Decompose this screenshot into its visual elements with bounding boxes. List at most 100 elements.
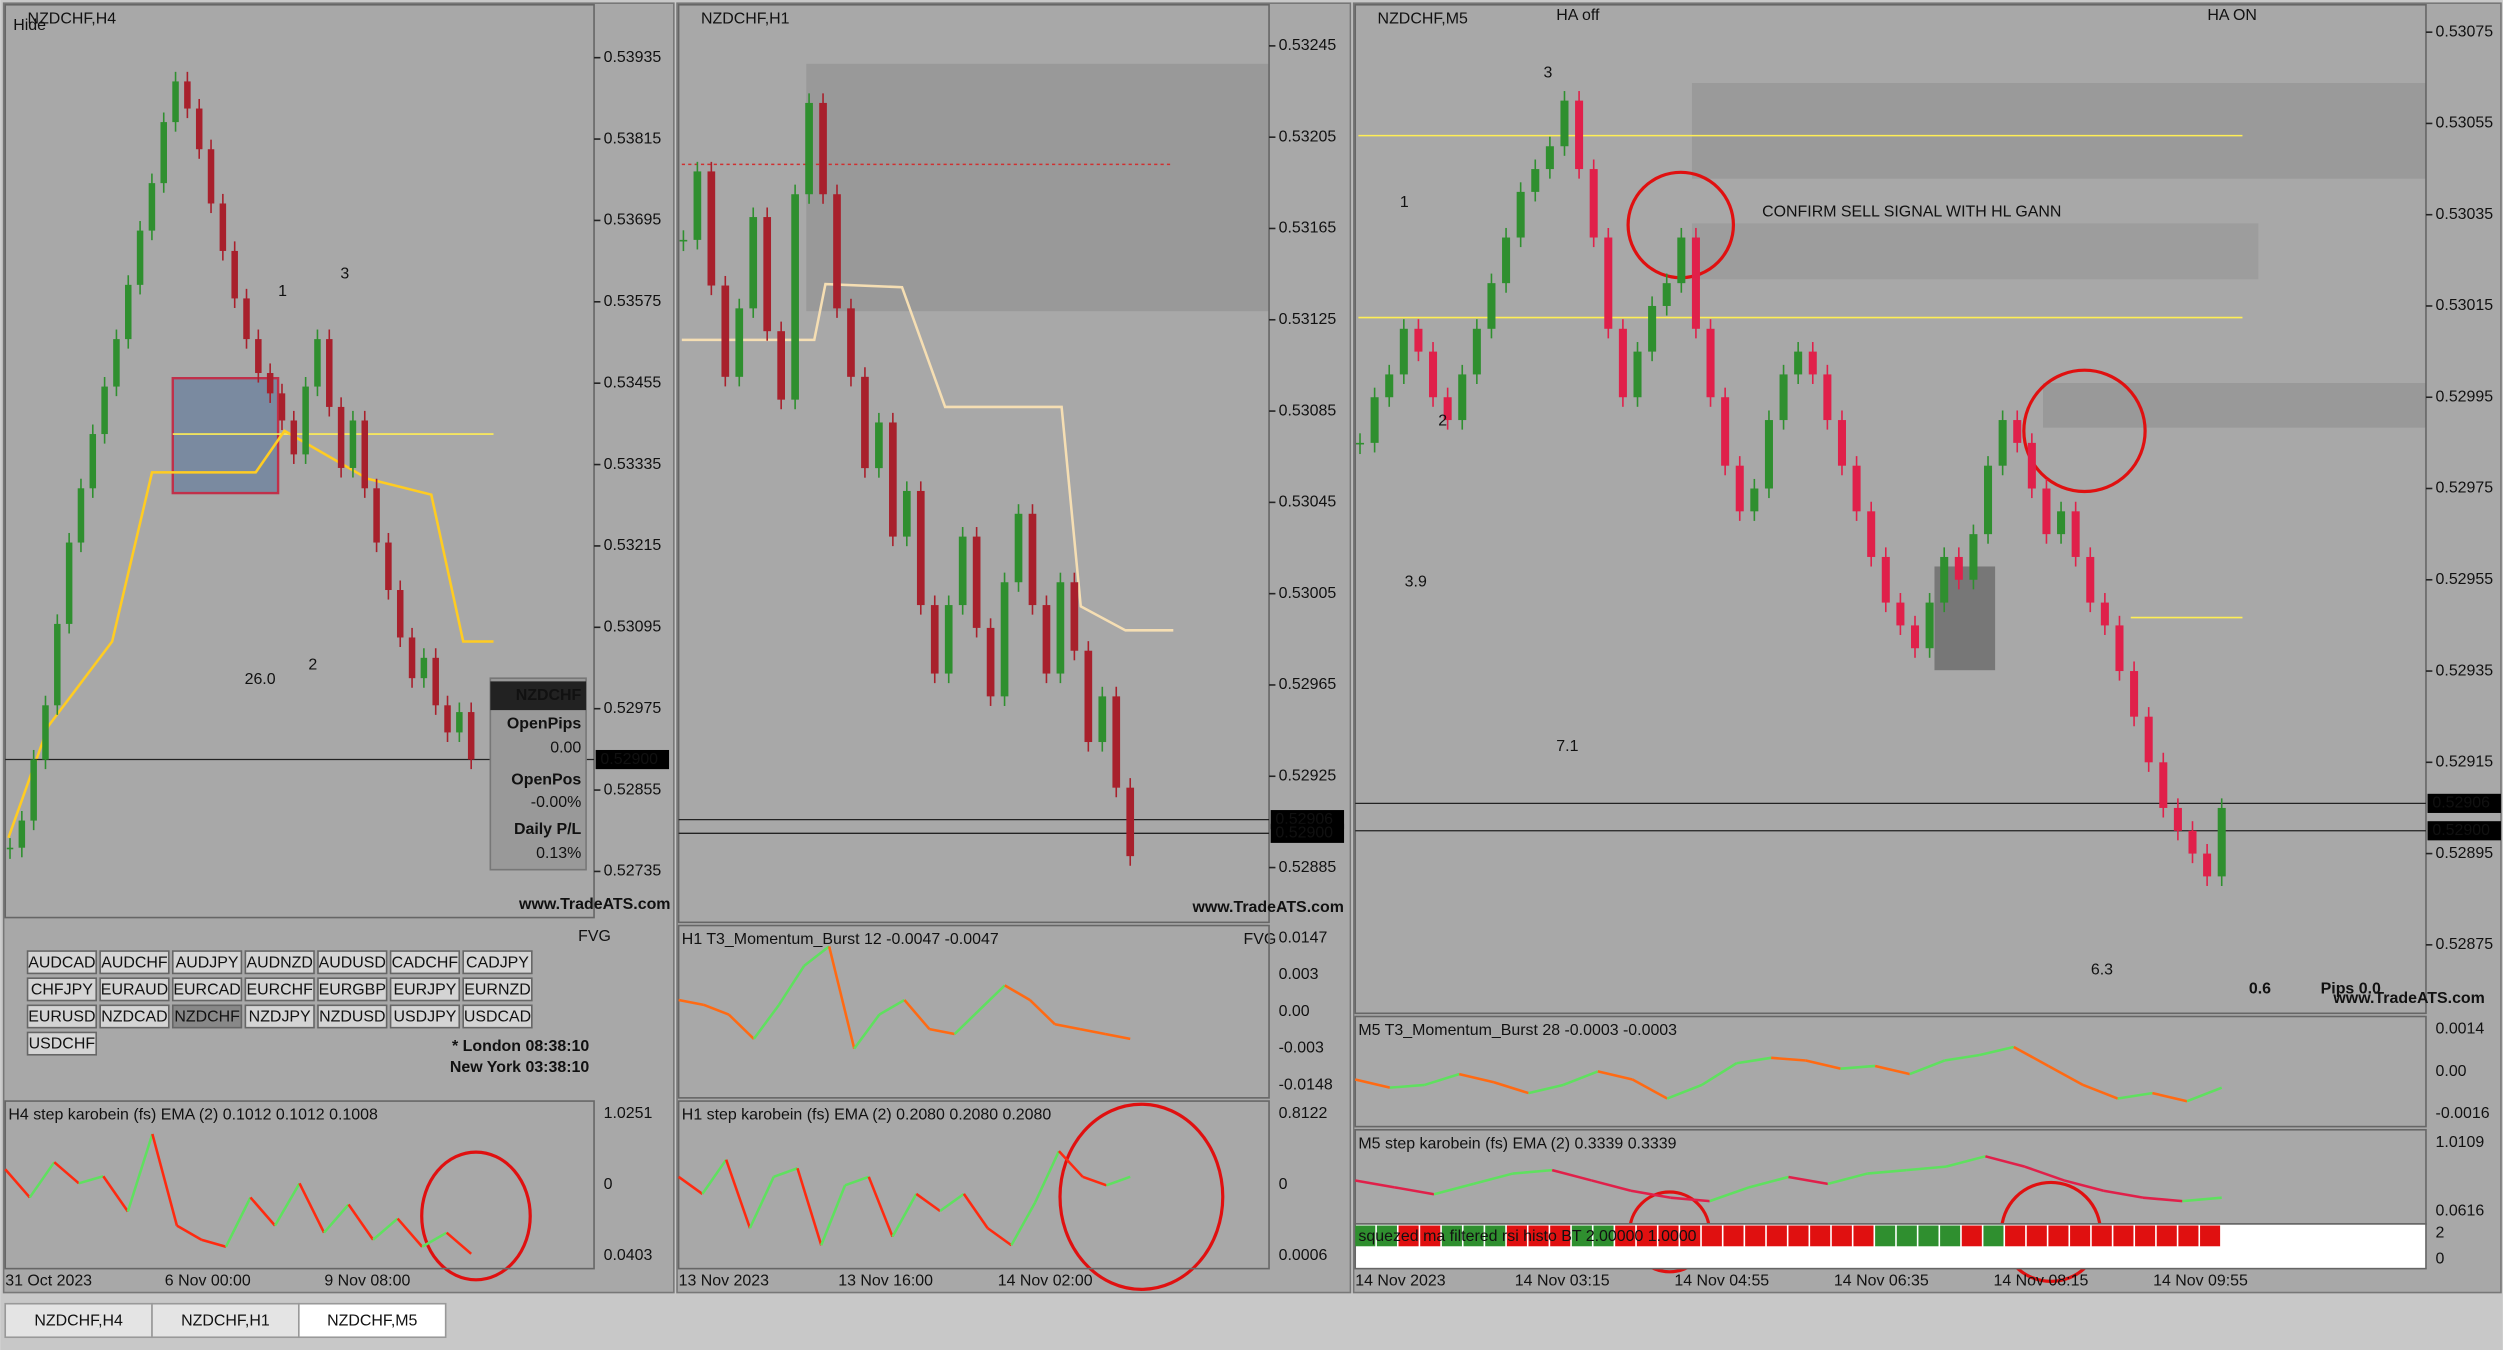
symbol-button-label[interactable]: CADJPY [466, 954, 529, 971]
symbol-button-label[interactable]: USDCAD [464, 1009, 531, 1026]
y-tick-label: 0.53005 [1279, 585, 1337, 602]
symbol-button-label[interactable]: AUDUSD [319, 954, 386, 971]
y-tick-label: 0.52975 [2436, 480, 2494, 497]
symbol-button[interactable] [244, 950, 315, 975]
symbol-button[interactable] [171, 950, 243, 975]
symbol-button[interactable] [389, 1004, 461, 1029]
symbol-button-label[interactable]: EURNZD [464, 981, 530, 998]
symbol-button-label[interactable]: CADCHF [392, 954, 459, 971]
symbol-button-label[interactable]: NZDJPY [249, 1009, 311, 1026]
y-tick-label: 0.52855 [604, 781, 662, 798]
indicator-segment [1591, 1179, 1632, 1193]
candle [125, 284, 132, 340]
symbol-button-label[interactable]: EURAUD [101, 981, 168, 998]
symbol-button-label[interactable]: CHFJPY [31, 981, 93, 998]
x-tick-label: 14 Nov 03:15 [1515, 1273, 1610, 1290]
symbol-button[interactable] [26, 1031, 97, 1056]
symbol-button[interactable] [99, 950, 170, 975]
symbol-button-label[interactable]: USDCHF [29, 1036, 96, 1053]
indicator-segment [752, 1004, 781, 1040]
window-tab-label[interactable]: NZDCHF,M5 [327, 1312, 417, 1329]
candle [1823, 374, 1832, 421]
symbol-button[interactable] [462, 950, 533, 975]
window-tab-label[interactable]: NZDCHF,H4 [34, 1312, 123, 1329]
symbol-button[interactable] [99, 1004, 170, 1029]
symbol-button[interactable] [389, 977, 461, 1002]
y-tick-label: 0.52925 [1279, 767, 1337, 784]
indicator-title: H4 step karobein (fs) EMA (2) 0.1012 0.1… [8, 1107, 378, 1124]
symbol-button[interactable] [462, 1004, 533, 1029]
symbol-button-label[interactable]: NZDUSD [319, 1009, 385, 1026]
histo-bar [2200, 1225, 2221, 1247]
y-tick-label: 0.53125 [1279, 311, 1337, 328]
symbol-button[interactable] [26, 977, 97, 1002]
symbol-button-label[interactable]: NZDCHF [174, 1009, 240, 1026]
chart-title: NZDCHF,H4 [28, 10, 117, 27]
indicator-segment [1551, 1168, 1592, 1182]
candle [1112, 696, 1121, 788]
window-tab[interactable] [298, 1302, 447, 1339]
symbol-button-label[interactable]: AUDJPY [176, 954, 239, 971]
candle [1735, 465, 1744, 512]
symbol-button-label[interactable]: EURCHF [246, 981, 313, 998]
candle [777, 331, 785, 400]
x-tick-label: 14 Nov 04:55 [1674, 1273, 1769, 1290]
symbol-button-label[interactable]: EURJPY [393, 981, 456, 998]
symbol-button[interactable] [244, 1004, 315, 1029]
symbol-button[interactable] [317, 1004, 388, 1029]
candle [361, 420, 369, 489]
symbol-button[interactable] [462, 977, 533, 1002]
indicator-segment [1867, 1168, 1907, 1175]
candle [243, 298, 250, 340]
symbol-button-label[interactable]: EURGBP [319, 981, 386, 998]
indicator-segment [2117, 1091, 2153, 1100]
price-tag-label: 0.52900 [1275, 825, 1333, 842]
symbol-button[interactable] [26, 950, 97, 975]
annotation: 6.3 [2091, 961, 2113, 978]
candle [172, 81, 179, 123]
indicator-segment [1909, 1059, 1945, 1076]
symbol-button-label[interactable]: EURCAD [173, 981, 240, 998]
symbol-button[interactable] [26, 1004, 97, 1029]
symbol-button-label[interactable]: AUDNZD [246, 954, 312, 971]
candle [89, 434, 97, 489]
symbol-button[interactable] [171, 977, 243, 1002]
symbol-button-label[interactable]: AUDCAD [28, 954, 95, 971]
indicator-scale: 1.0251 [604, 1105, 653, 1122]
x-tick-label: 31 Oct 2023 [5, 1273, 92, 1290]
indicator-segment [1874, 1064, 1911, 1076]
symbol-button-label[interactable]: NZDCAD [101, 1009, 167, 1026]
symbol-button[interactable] [171, 1004, 243, 1029]
symbol-button[interactable] [389, 950, 461, 975]
y-tick-label: 0.52735 [604, 863, 662, 880]
candle [1545, 146, 1554, 170]
indicator-segment [1104, 1032, 1131, 1041]
indicator-segment [1630, 1189, 1671, 1199]
symbol-button[interactable] [317, 950, 388, 975]
info-box-text: OpenPos [511, 772, 581, 789]
candle [231, 250, 238, 299]
window-tab[interactable] [151, 1302, 300, 1339]
ma-line [7, 429, 494, 839]
symbol-button[interactable] [244, 977, 315, 1002]
price-tag-label: 0.52906 [1275, 811, 1333, 828]
window-tab-label[interactable]: NZDCHF,H1 [181, 1312, 270, 1329]
candle [30, 759, 37, 821]
symbol-button-label[interactable]: EURUSD [28, 1009, 95, 1026]
annotation: 3 [1544, 65, 1553, 82]
price-tag [1270, 823, 1345, 843]
x-tick-label: 14 Nov 06:35 [1834, 1273, 1929, 1290]
symbol-button-label[interactable]: USDJPY [393, 1009, 456, 1026]
y-tick-label: 0.53015 [2436, 297, 2494, 314]
indicator-segment [1906, 1165, 1947, 1172]
info-box-text: NZDCHF [516, 687, 582, 704]
symbol-button[interactable] [99, 977, 170, 1002]
candle [1633, 351, 1642, 398]
candle [1867, 511, 1876, 557]
indicator-segment [1389, 1083, 1425, 1089]
symbol-button[interactable] [317, 977, 388, 1002]
histo-bar [1940, 1225, 1961, 1247]
indicator-segment [724, 1159, 752, 1229]
indicator-scale: 0.003 [1279, 966, 1319, 983]
symbol-button-label[interactable]: AUDCHF [101, 954, 168, 971]
